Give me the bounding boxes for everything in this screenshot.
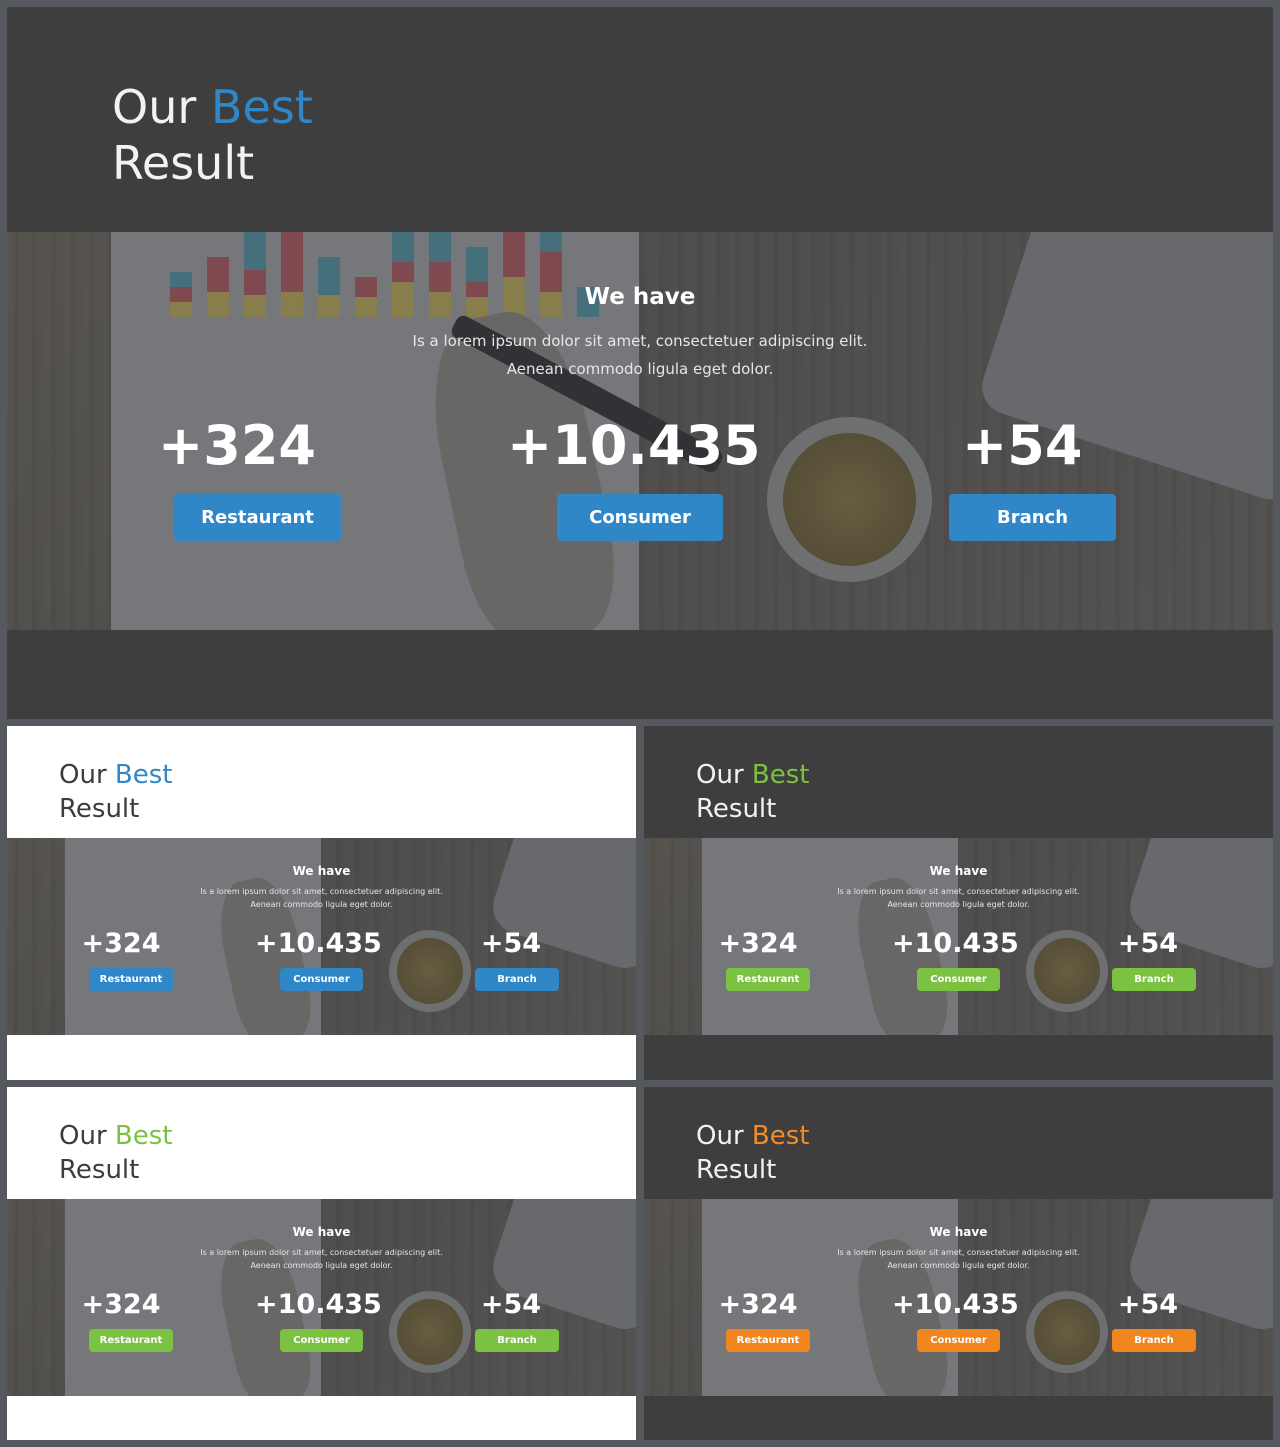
title-word-our: Our — [696, 1121, 744, 1151]
restaurant-button[interactable]: Restaurant — [726, 968, 810, 991]
background-photo: We have Is a lorem ipsum dolor sit amet,… — [7, 232, 1273, 630]
description-line-1: Is a lorem ipsum dolor sit amet, consect… — [200, 1248, 443, 1257]
title-word-best: Best — [114, 760, 173, 790]
slide-light-blue: Our Best Result We have Is a lorem ipsum… — [7, 726, 636, 1080]
title-word-best: Best — [210, 80, 313, 134]
stat-value-restaurant: +324 — [158, 414, 316, 477]
slide-title: Our Best Result — [112, 79, 313, 191]
stat-value-restaurant: +324 — [81, 1289, 161, 1320]
title-word-result: Result — [112, 136, 255, 191]
description-line-1: Is a lorem ipsum dolor sit amet, consect… — [412, 332, 868, 350]
branch-button[interactable]: Branch — [1112, 1329, 1196, 1352]
restaurant-button[interactable]: Restaurant — [174, 494, 341, 541]
section-heading: We have — [584, 284, 696, 310]
slide-title: Our Best Result — [696, 759, 809, 827]
title-word-our: Our — [696, 760, 744, 790]
background-photo: We have Is a lorem ipsum dolor sit amet,… — [644, 1199, 1273, 1396]
background-photo: We have Is a lorem ipsum dolor sit amet,… — [7, 1199, 636, 1396]
background-photo: We have Is a lorem ipsum dolor sit amet,… — [644, 838, 1273, 1035]
title-word-best: Best — [751, 760, 810, 790]
description-line-2: Aenean commodo ligula eget dolor. — [506, 360, 774, 378]
consumer-button[interactable]: Consumer — [917, 1329, 1000, 1352]
description-line-1: Is a lorem ipsum dolor sit amet, consect… — [200, 887, 443, 896]
stat-value-restaurant: +324 — [718, 928, 798, 959]
branch-button[interactable]: Branch — [949, 494, 1116, 541]
consumer-button[interactable]: Consumer — [280, 968, 363, 991]
title-word-result: Result — [59, 793, 140, 824]
section-heading: We have — [292, 864, 351, 878]
slide-dark-green: Our Best Result We have Is a lorem ipsum… — [644, 726, 1273, 1080]
stat-value-consumer: +10.435 — [892, 928, 1019, 959]
consumer-button[interactable]: Consumer — [557, 494, 723, 541]
slide-title: Our Best Result — [696, 1120, 809, 1188]
stat-value-branch: +54 — [480, 1289, 542, 1320]
stat-value-consumer: +10.435 — [507, 414, 761, 477]
restaurant-button[interactable]: Restaurant — [89, 968, 173, 991]
consumer-button[interactable]: Consumer — [280, 1329, 363, 1352]
stat-value-consumer: +10.435 — [892, 1289, 1019, 1320]
stat-value-consumer: +10.435 — [255, 1289, 382, 1320]
title-word-result: Result — [59, 1154, 140, 1185]
stat-value-branch: +54 — [480, 928, 542, 959]
slide-dark-blue-large: Our Best Result We have Is a lorem ipsum… — [7, 7, 1273, 719]
title-word-our: Our — [59, 1121, 107, 1151]
stat-value-branch: +54 — [1117, 1289, 1179, 1320]
branch-button[interactable]: Branch — [1112, 968, 1196, 991]
description-line-2: Aenean commodo ligula eget dolor. — [887, 900, 1030, 909]
slide-dark-orange: Our Best Result We have Is a lorem ipsum… — [644, 1087, 1273, 1440]
slide-title: Our Best Result — [59, 759, 172, 827]
restaurant-button[interactable]: Restaurant — [89, 1329, 173, 1352]
section-heading: We have — [929, 1225, 988, 1239]
branch-button[interactable]: Branch — [475, 968, 559, 991]
section-heading: We have — [292, 1225, 351, 1239]
title-word-result: Result — [696, 1154, 777, 1185]
slide-title: Our Best Result — [59, 1120, 172, 1188]
description-line-1: Is a lorem ipsum dolor sit amet, consect… — [837, 1248, 1080, 1257]
consumer-button[interactable]: Consumer — [917, 968, 1000, 991]
paper-bar-chart — [170, 232, 599, 317]
restaurant-button[interactable]: Restaurant — [726, 1329, 810, 1352]
description-line-1: Is a lorem ipsum dolor sit amet, consect… — [837, 887, 1080, 896]
title-word-our: Our — [112, 80, 197, 134]
stat-value-branch: +54 — [962, 414, 1083, 477]
stat-value-consumer: +10.435 — [255, 928, 382, 959]
title-word-best: Best — [114, 1121, 173, 1151]
title-word-our: Our — [59, 760, 107, 790]
stat-value-restaurant: +324 — [81, 928, 161, 959]
stat-value-restaurant: +324 — [718, 1289, 798, 1320]
section-heading: We have — [929, 864, 988, 878]
background-photo: We have Is a lorem ipsum dolor sit amet,… — [7, 838, 636, 1035]
slide-light-green: Our Best Result We have Is a lorem ipsum… — [7, 1087, 636, 1440]
title-word-best: Best — [751, 1121, 810, 1151]
stat-value-branch: +54 — [1117, 928, 1179, 959]
branch-button[interactable]: Branch — [475, 1329, 559, 1352]
description-line-2: Aenean commodo ligula eget dolor. — [250, 1261, 393, 1270]
description-line-2: Aenean commodo ligula eget dolor. — [250, 900, 393, 909]
description-line-2: Aenean commodo ligula eget dolor. — [887, 1261, 1030, 1270]
title-word-result: Result — [696, 793, 777, 824]
